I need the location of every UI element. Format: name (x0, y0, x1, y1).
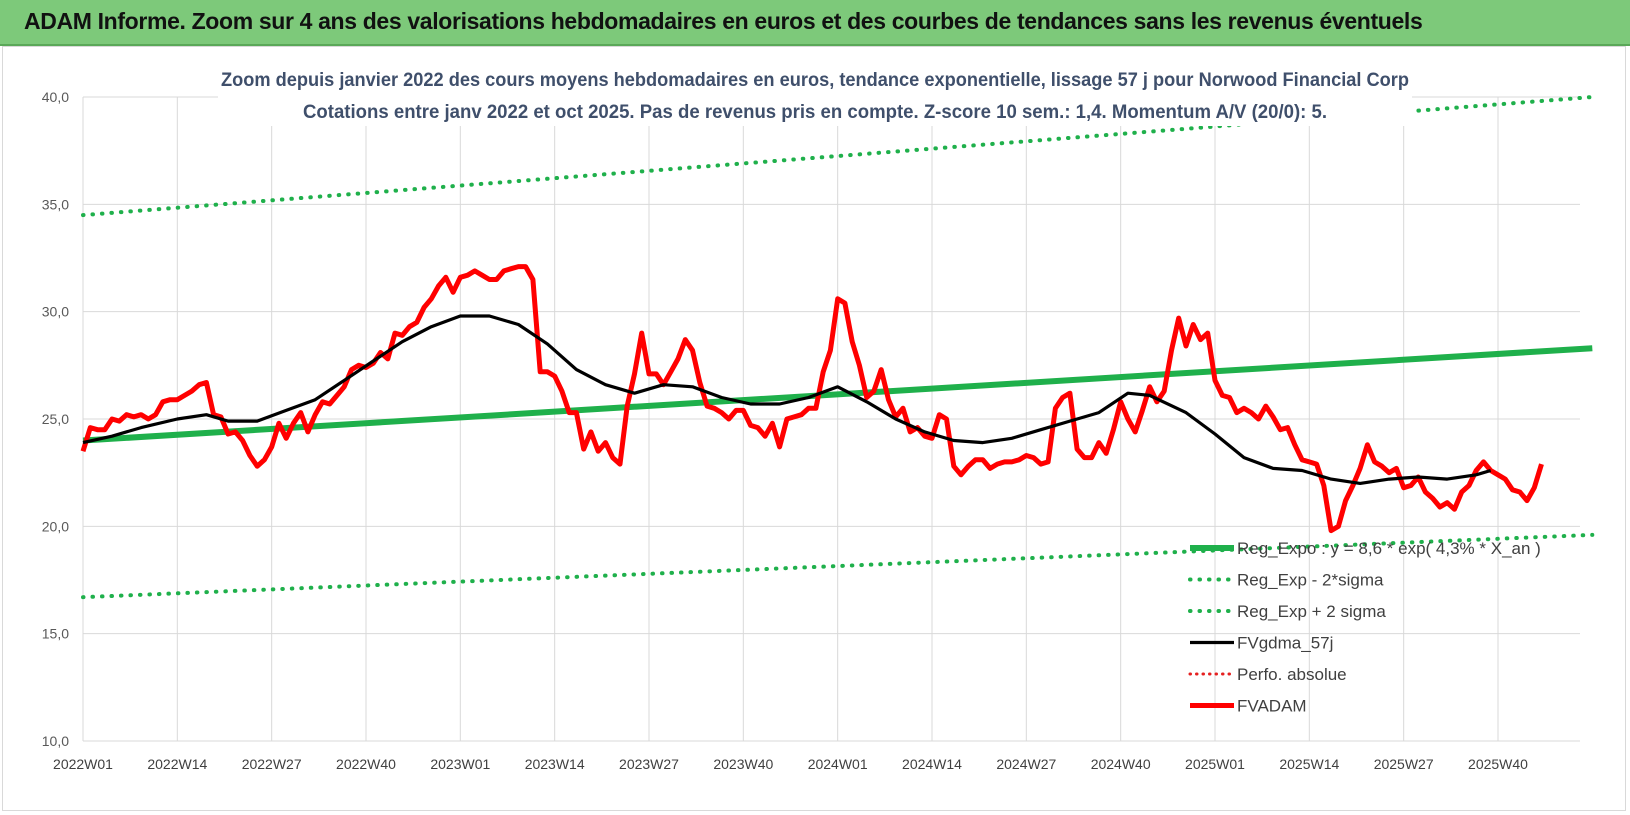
x-tick-label: 2022W01 (53, 756, 113, 772)
x-tick-label: 2024W14 (902, 756, 962, 772)
legend-item: Reg_Exp + 2 sigma (1188, 602, 1386, 621)
chart-title-background (218, 64, 1412, 126)
legend-item: Perfo. absolue (1188, 665, 1347, 684)
x-tick-label: 2022W14 (147, 756, 207, 772)
chart-frame (2, 46, 1626, 811)
x-tick-label: 2024W27 (996, 756, 1056, 772)
legend-label: Reg_Expo : y = 8,6 * exp( 4,3% * X_an ) (1237, 539, 1541, 558)
x-tick-label: 2023W40 (713, 756, 773, 772)
x-tick-label: 2023W27 (619, 756, 679, 772)
y-tick-label: 35,0 (42, 196, 69, 212)
chart-grid (82, 96, 1580, 742)
x-tick-label: 2023W01 (430, 756, 490, 772)
series-line-0 (82, 345, 1593, 444)
chart-title: Zoom depuis janvier 2022 des cours moyen… (221, 70, 1409, 91)
x-tick-label: 2022W40 (336, 756, 396, 772)
series-line-5 (80, 264, 1544, 534)
x-axis-tick-labels: 2022W01 2022W14 2022W27 2022W40 2023W01 2023W… (53, 756, 1528, 772)
legend-item: FVgdma_57j (1190, 634, 1333, 653)
chart-legend: Reg_Expo : y = 8,6 * exp( 4,3% * X_an ) R… (1188, 539, 1541, 716)
x-tick-label: 2025W40 (1468, 756, 1528, 772)
report-banner: ADAM Informe. Zoom sur 4 ans des valoris… (0, 0, 1630, 46)
y-tick-label: 20,0 (42, 518, 69, 534)
x-tick-label: 2023W14 (525, 756, 585, 772)
legend-label: Reg_Exp + 2 sigma (1237, 602, 1386, 621)
x-tick-label: 2024W01 (808, 756, 868, 772)
x-tick-label: 2025W27 (1374, 756, 1434, 772)
y-tick-label: 15,0 (42, 626, 69, 642)
legend-label: FVADAM (1237, 697, 1307, 716)
chart-subtitle: Cotations entre janv 2022 et oct 2025. P… (303, 102, 1327, 123)
legend-label: Perfo. absolue (1237, 665, 1347, 684)
y-axis-tick-labels: 10,0 15,0 20,0 25,0 30,0 35,0 40,0 (42, 89, 69, 749)
x-tick-label: 2025W14 (1279, 756, 1339, 772)
report-title: ADAM Informe. Zoom sur 4 ans des valoris… (24, 8, 1423, 34)
legend-label: Reg_Exp - 2*sigma (1237, 571, 1384, 590)
legend-label: FVgdma_57j (1237, 634, 1333, 653)
series-line-3 (82, 314, 1492, 485)
x-tick-label: 2024W40 (1091, 756, 1151, 772)
legend-item: Reg_Exp - 2*sigma (1188, 571, 1384, 590)
y-tick-label: 10,0 (42, 733, 69, 749)
x-tick-label: 2022W27 (242, 756, 302, 772)
y-tick-label: 30,0 (42, 304, 69, 320)
legend-item: Reg_Expo : y = 8,6 * exp( 4,3% * X_an ) (1190, 539, 1541, 558)
x-tick-label: 2025W01 (1185, 756, 1245, 772)
legend-item: FVADAM (1190, 697, 1307, 716)
y-tick-label: 25,0 (42, 411, 69, 427)
y-tick-label: 40,0 (42, 89, 69, 105)
